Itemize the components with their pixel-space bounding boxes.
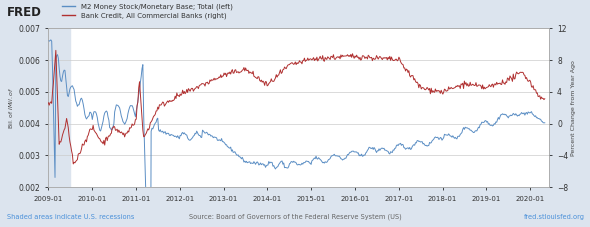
Legend: M2 Money Stock/Monetary Base; Total (left), Bank Credit, All Commercial Banks (r: M2 Money Stock/Monetary Base; Total (lef… [63,3,232,19]
Text: Source: Board of Governors of the Federal Reserve System (US): Source: Board of Governors of the Federa… [189,214,401,220]
Bar [48,28,70,187]
Text: fred.stlouisfed.org: fred.stlouisfed.org [525,214,585,220]
Y-axis label: Percent Change from Year Ago: Percent Change from Year Ago [571,60,576,156]
Text: Shaded areas indicate U.S. recessions: Shaded areas indicate U.S. recessions [7,214,135,220]
Text: FRED: FRED [7,6,42,19]
Y-axis label: Bil. of $IMil. of $: Bil. of $IMil. of $ [8,86,15,129]
